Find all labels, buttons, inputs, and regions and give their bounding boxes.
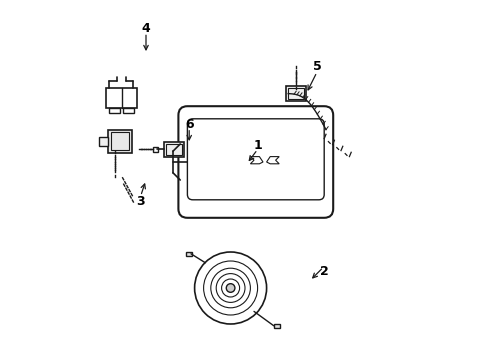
Circle shape	[195, 252, 267, 324]
Bar	[111, 132, 129, 150]
FancyBboxPatch shape	[187, 119, 324, 200]
Circle shape	[221, 279, 240, 297]
Text: 6: 6	[185, 118, 194, 131]
Bar	[164, 142, 184, 157]
Bar	[153, 147, 157, 152]
Text: 2: 2	[320, 265, 329, 278]
Bar	[108, 130, 132, 153]
Circle shape	[204, 261, 258, 315]
Text: 5: 5	[313, 60, 321, 73]
Circle shape	[216, 274, 245, 302]
FancyBboxPatch shape	[178, 106, 333, 218]
Bar	[109, 108, 120, 113]
Text: 3: 3	[136, 195, 145, 208]
Bar	[274, 324, 280, 328]
Bar	[123, 108, 134, 113]
Bar	[99, 137, 108, 146]
Polygon shape	[250, 157, 263, 164]
Bar	[286, 86, 306, 101]
Bar	[166, 144, 182, 155]
Bar	[288, 88, 304, 99]
Text: 1: 1	[253, 139, 262, 152]
Polygon shape	[267, 157, 279, 164]
Bar	[106, 88, 137, 108]
Circle shape	[211, 268, 250, 308]
Text: 4: 4	[142, 22, 150, 35]
Circle shape	[226, 284, 235, 292]
Bar	[186, 252, 192, 256]
